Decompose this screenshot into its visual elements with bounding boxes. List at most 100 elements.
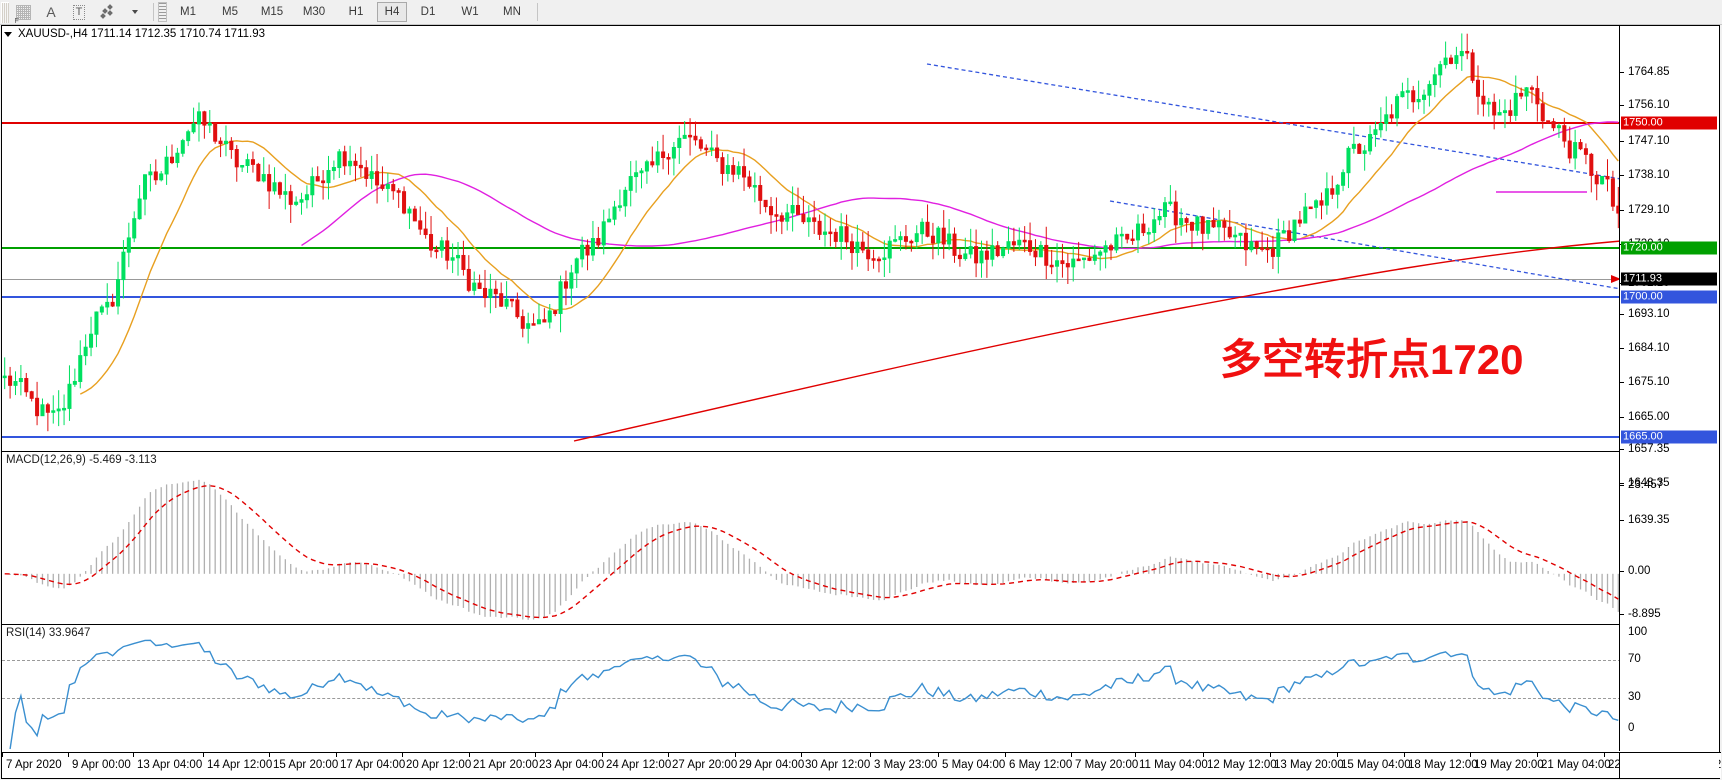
price-axis-tick: [1620, 314, 1624, 315]
price-axis[interactable]: 1764.85 1756.10 1747.10 1738.10 1729.10 1720.…: [1619, 26, 1719, 751]
timeframe-m5[interactable]: M5: [222, 6, 238, 18]
time-axis-label: 5 May 04:00: [942, 759, 1006, 771]
price-axis-label: 1684.10: [1628, 342, 1670, 354]
macd-indicator-label: MACD(12,26,9) -5.469 -3.113: [6, 454, 157, 466]
time-axis-label: 23 Apr 04:00: [539, 759, 605, 771]
rsi-line: [9, 639, 1619, 750]
price-axis-label: 1693.10: [1628, 308, 1670, 320]
time-axis-label: 18 May 12:00: [1408, 759, 1478, 771]
timeframe-m1[interactable]: M1: [180, 6, 196, 18]
price-axis-label: 1756.10: [1628, 99, 1670, 111]
time-axis-tick: [68, 753, 69, 757]
macd-axis-label: 23.457: [1628, 479, 1664, 491]
rsi-pane[interactable]: RSI(14) 33.9647: [2, 624, 1621, 753]
level-line-1700[interactable]: [2, 296, 1621, 298]
time-axis-label: 17 Apr 04:00: [340, 759, 406, 771]
candlestick-series: [2, 33, 1621, 432]
price-axis-label: 1729.10: [1628, 204, 1670, 216]
price-axis-tick: [1620, 141, 1624, 142]
time-axis-label: 30 Apr 12:00: [805, 759, 871, 771]
time-axis-tick: [469, 753, 470, 757]
time-axis-tick: [2, 753, 3, 757]
price-axis-tick: [1620, 382, 1624, 383]
macd-signal-line: [4, 484, 1619, 619]
time-axis-tick: [668, 753, 669, 757]
time-axis-tick: [801, 753, 802, 757]
resistance-tag-1750[interactable]: 1750.00: [1621, 116, 1717, 130]
toolbar-grip[interactable]: [1, 1, 9, 23]
time-axis-tick: [1005, 753, 1006, 757]
rsi-axis-label: 100: [1628, 626, 1648, 638]
pivot-tag-1720[interactable]: 1720.00: [1621, 241, 1717, 255]
timeframe-group: M1 M5 M15 M30 H1 H4 D1 W1 MN: [167, 1, 533, 23]
price-axis-label: 1675.10: [1628, 376, 1670, 388]
rsi-axis-label: 30: [1628, 691, 1641, 703]
text-label-icon[interactable]: T: [65, 1, 93, 23]
price-axis-tick: [1620, 483, 1624, 484]
time-axis[interactable]: 7 Apr 2020 9 Apr 00:00 13 Apr 04:00 14 Apr …: [2, 752, 1721, 778]
price-axis-label: 1747.10: [1628, 135, 1670, 147]
support-tag-1700[interactable]: 1700.00: [1621, 290, 1717, 304]
chart-annotation-text: 多空转折点1720: [1220, 336, 1524, 383]
time-axis-label: 7 May 20:00: [1075, 759, 1139, 771]
downtrend-line-lower: [1109, 200, 1621, 290]
objects-glyph: [99, 4, 115, 20]
time-axis-tick: [1604, 753, 1605, 757]
macd-chart-svg: [4, 479, 1619, 620]
time-axis-tick: [269, 753, 270, 757]
time-axis-label: 21 Apr 20:00: [473, 759, 539, 771]
text-a-icon[interactable]: A: [46, 4, 56, 20]
last-price-tag[interactable]: 1711.93: [1621, 272, 1717, 286]
price-axis-label: 1657.35: [1628, 443, 1670, 455]
toolbar-divider-2: [537, 3, 538, 21]
objects-dropdown-caret-icon[interactable]: [121, 1, 149, 23]
time-axis-label: 15 Apr 20:00: [273, 759, 339, 771]
crosshair-f-icon[interactable]: F: [9, 1, 37, 25]
time-axis-label: 24 Apr 12:00: [606, 759, 672, 771]
level-line-1665[interactable]: [2, 436, 1621, 438]
macd-pane[interactable]: MACD(12,26,9) -5.469 -3.113: [2, 451, 1621, 620]
price-axis-tick: [1620, 105, 1624, 106]
time-axis-tick: [402, 753, 403, 757]
timeframe-h1[interactable]: H1: [348, 6, 364, 18]
timeframe-grip[interactable]: [158, 2, 167, 22]
macd-axis-tick: [1620, 571, 1624, 572]
price-axis-tick: [1620, 520, 1624, 521]
moving-average-orange: [79, 75, 1619, 395]
rsi-chart-svg: [9, 639, 1619, 750]
level-line-1720[interactable]: [2, 247, 1621, 249]
rsi-indicator-label: RSI(14) 33.9647: [6, 627, 91, 639]
objects-icon[interactable]: [93, 1, 121, 23]
time-axis-label: 19 May 20:00: [1474, 759, 1544, 771]
price-axis-tick: [1620, 175, 1624, 176]
price-axis-label: 1665.00: [1628, 411, 1670, 423]
price-pane[interactable]: 多空转折点1720: [2, 26, 1621, 446]
support-tag-1665[interactable]: 1665.00: [1621, 430, 1717, 444]
timeframe-m30[interactable]: M30: [302, 6, 326, 18]
timeframe-h4[interactable]: H4: [377, 2, 407, 22]
time-axis-label: 21 May 04:00: [1541, 759, 1611, 771]
level-line-1750[interactable]: [2, 122, 1621, 124]
price-axis-tick: [1620, 348, 1624, 349]
time-axis-tick: [1337, 753, 1338, 757]
timeframe-m15[interactable]: M15: [260, 6, 284, 18]
last-price-arrow-icon: [1611, 275, 1621, 283]
time-axis-tick: [870, 753, 871, 757]
timeframe-w1[interactable]: W1: [461, 6, 479, 18]
price-axis-label: 1738.10: [1628, 169, 1670, 181]
time-axis-label: 9 Apr 00:00: [72, 759, 131, 771]
time-axis-label: 14 Apr 12:00: [207, 759, 273, 771]
price-axis-tick: [1620, 72, 1624, 73]
chart-window[interactable]: XAUUSD-,H4 1711.14 1712.35 1710.74 1711.…: [1, 25, 1721, 779]
chart-menu-caret-icon[interactable]: [4, 31, 12, 37]
timeframe-d1[interactable]: D1: [420, 6, 436, 18]
moving-average-magenta: [301, 121, 1619, 250]
timeframe-mn[interactable]: MN: [503, 6, 521, 18]
macd-axis-label: 0.00: [1628, 565, 1651, 577]
time-axis-tick: [1135, 753, 1136, 757]
time-axis-tick: [336, 753, 337, 757]
time-axis-tick: [735, 753, 736, 757]
time-axis-tick: [535, 753, 536, 757]
price-axis-label: 1764.85: [1628, 66, 1670, 78]
